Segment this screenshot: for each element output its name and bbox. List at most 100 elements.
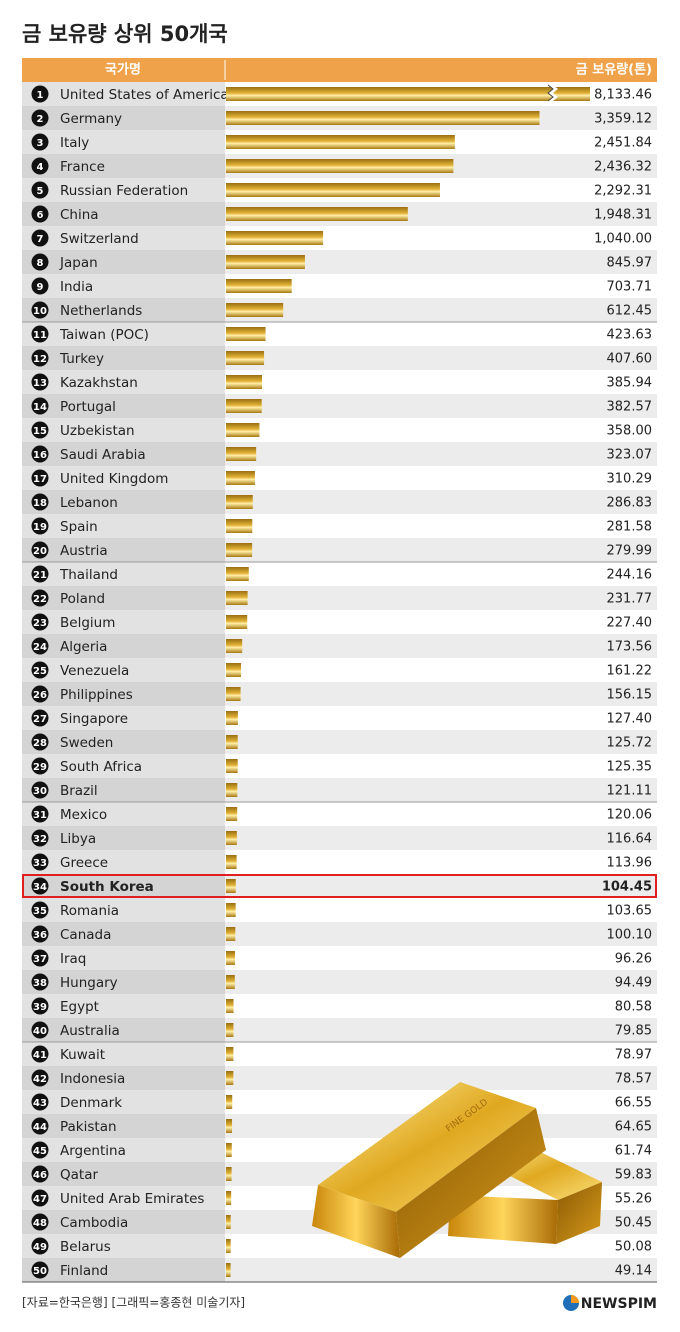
- bar: [226, 1071, 234, 1085]
- value-label: 1,948.31: [594, 208, 652, 223]
- rank-badge: [31, 349, 49, 367]
- axis-break: [548, 85, 558, 103]
- rank: 18: [33, 498, 47, 509]
- rank-badge: [31, 805, 49, 823]
- country-name: Kazakhstan: [60, 375, 138, 391]
- value-label: 281.58: [607, 520, 653, 535]
- rank: 43: [33, 1098, 47, 1109]
- row-bg: [225, 586, 657, 610]
- rank: 45: [33, 1146, 47, 1157]
- rank-badge: [31, 637, 49, 655]
- rank: 17: [33, 474, 47, 485]
- row-bg: [225, 562, 657, 586]
- value-label: 104.45: [602, 880, 652, 895]
- row-bg: [225, 706, 657, 730]
- rank-badge: [31, 205, 49, 223]
- bar: [226, 279, 292, 293]
- row-label-bg: [22, 610, 225, 634]
- bar: [226, 807, 238, 821]
- value-label: 49.14: [615, 1264, 652, 1279]
- value-label: 125.72: [607, 736, 653, 751]
- row-label-bg: [22, 1234, 225, 1258]
- rank-badge: [31, 589, 49, 607]
- value-label: 1,040.00: [594, 232, 652, 247]
- value-label: 382.57: [607, 400, 653, 415]
- country-name: Japan: [59, 255, 98, 271]
- row-label-bg: [22, 874, 225, 898]
- bar: [226, 591, 248, 605]
- value-label: 78.97: [615, 1048, 652, 1063]
- row-bg: [225, 1234, 657, 1258]
- rank-badge: [31, 565, 49, 583]
- bar: [226, 111, 540, 125]
- row-label-bg: [22, 1042, 225, 1066]
- value-label: 125.35: [607, 760, 653, 775]
- rank: 5: [37, 186, 44, 197]
- row-label-bg: [22, 370, 225, 394]
- value-label: 358.00: [607, 424, 653, 439]
- bar: [226, 927, 236, 941]
- row-bg: [225, 322, 657, 346]
- value-label: 96.26: [615, 952, 652, 967]
- value-label: 279.99: [607, 544, 653, 559]
- rank-badge: [31, 733, 49, 751]
- rank: 22: [33, 594, 47, 605]
- country-name: Australia: [60, 1023, 120, 1039]
- value-label: 100.10: [607, 928, 653, 943]
- rank-badge: [31, 517, 49, 535]
- rank-badge: [31, 229, 49, 247]
- value-label: 407.60: [607, 352, 653, 367]
- country-name: Singapore: [60, 711, 128, 727]
- country-name: Belarus: [60, 1239, 111, 1255]
- country-name: Argentina: [60, 1143, 126, 1159]
- row-bg: [225, 874, 657, 898]
- country-name: Romania: [60, 903, 119, 919]
- rank-badge: [31, 877, 49, 895]
- bar: [226, 87, 590, 101]
- rank: 8: [37, 258, 44, 269]
- bar: [226, 951, 235, 965]
- rank-badge: [31, 445, 49, 463]
- value-label: 121.11: [607, 784, 653, 799]
- rank-badge: [31, 397, 49, 415]
- row-label-bg: [22, 1186, 225, 1210]
- bar: [226, 1263, 231, 1277]
- row-bg: [225, 994, 657, 1018]
- bar: [226, 1215, 231, 1229]
- value-label: 120.06: [607, 808, 653, 823]
- rank-badge: [31, 949, 49, 967]
- row-label-bg: [22, 130, 225, 154]
- rank: 15: [33, 426, 47, 437]
- bar: [226, 207, 408, 221]
- row-label-bg: [22, 490, 225, 514]
- row-label-bg: [22, 1210, 225, 1234]
- rank: 29: [33, 762, 47, 773]
- rank: 6: [37, 210, 44, 221]
- rank-badge: [31, 109, 49, 127]
- rank: 36: [33, 930, 47, 941]
- rank: 14: [33, 402, 47, 413]
- country-name: Mexico: [60, 807, 107, 823]
- bar: [226, 879, 236, 893]
- value-label: 61.74: [615, 1144, 652, 1159]
- row-label-bg: [22, 250, 225, 274]
- row-label-bg: [22, 1066, 225, 1090]
- bar: [226, 327, 266, 341]
- country-name: Germany: [60, 111, 122, 127]
- rank-badge: [31, 901, 49, 919]
- country-name: Libya: [60, 831, 96, 847]
- row-bg: [225, 850, 657, 874]
- bar: [226, 1191, 232, 1205]
- value-label: 66.55: [615, 1096, 652, 1111]
- country-name: Egypt: [60, 999, 99, 1015]
- bar: [226, 255, 305, 269]
- row-bg: [225, 346, 657, 370]
- row-label-bg: [22, 850, 225, 874]
- bar: [226, 999, 234, 1013]
- rank: 28: [33, 738, 47, 749]
- header-bar: [22, 58, 657, 82]
- bar: [226, 831, 237, 845]
- row-bg: [225, 658, 657, 682]
- country-name: Uzbekistan: [60, 423, 135, 439]
- bar: [226, 447, 257, 461]
